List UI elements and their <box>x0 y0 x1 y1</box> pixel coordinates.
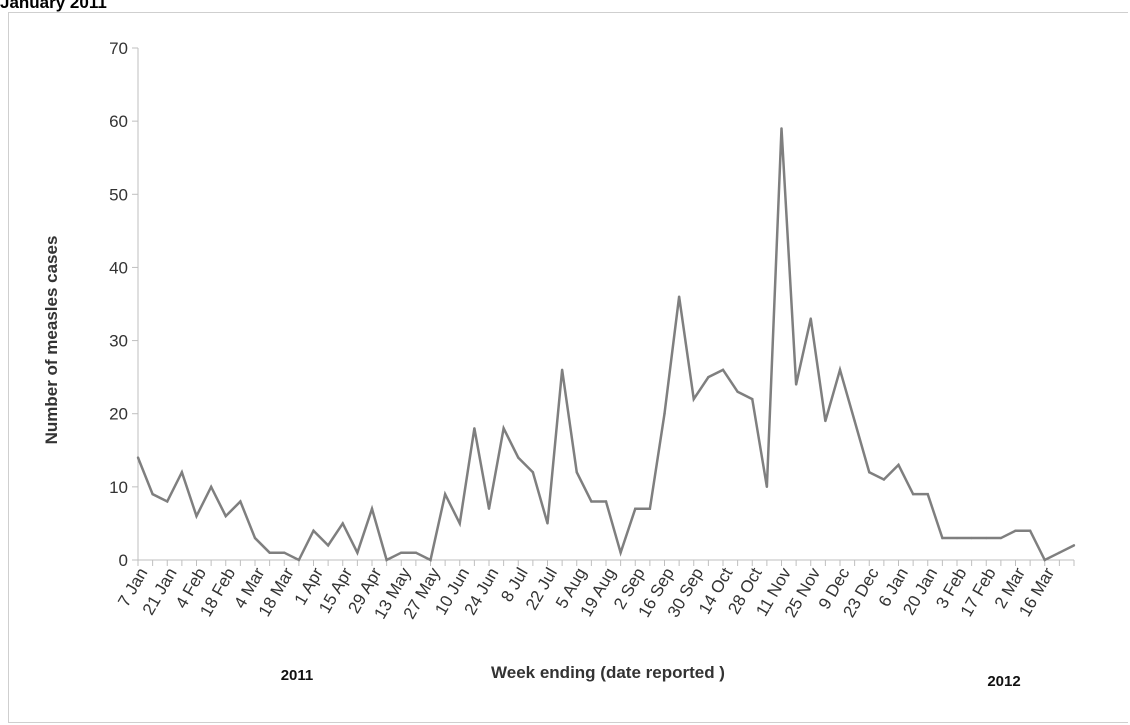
data-point <box>1043 558 1046 562</box>
data-point <box>634 507 637 510</box>
y-tick-label: 0 <box>119 551 128 570</box>
data-point <box>824 419 827 423</box>
data-point <box>1028 529 1032 532</box>
chart-frame <box>8 12 1128 723</box>
data-point <box>794 383 798 386</box>
data-point <box>1014 529 1017 532</box>
x-axis-label: Week ending (date reported ) <box>491 663 725 682</box>
year-label-2011: 2011 <box>281 667 314 684</box>
data-point <box>517 456 520 459</box>
data-point <box>429 558 432 562</box>
data-point <box>707 375 710 379</box>
data-point <box>926 492 929 496</box>
data-point <box>224 514 227 518</box>
data-point <box>721 368 725 372</box>
y-ticks: 0 10 20 30 40 50 60 70 <box>109 39 138 570</box>
data-point <box>663 412 666 415</box>
data-point <box>356 551 359 554</box>
data-point <box>970 536 973 540</box>
data-point <box>458 522 461 525</box>
data-point <box>195 514 198 518</box>
data-point <box>253 536 257 540</box>
data-point <box>604 500 608 503</box>
data-point <box>370 507 374 510</box>
y-tick-label: 10 <box>109 478 128 497</box>
data-point <box>838 368 842 372</box>
data-point <box>312 529 315 532</box>
data-point <box>853 419 856 423</box>
data-point <box>239 500 242 503</box>
y-tick-label: 50 <box>109 185 128 204</box>
data-point <box>400 551 403 554</box>
data-point <box>326 544 330 547</box>
data-point <box>1058 551 1061 554</box>
data-point <box>677 295 681 298</box>
page-title-fragment: January 2011 <box>0 0 107 12</box>
data-point <box>765 485 769 489</box>
data-point <box>546 522 549 525</box>
data-point <box>502 427 505 430</box>
y-axis-label: Number of measles cases <box>42 236 61 445</box>
y-tick-label: 70 <box>109 39 128 58</box>
y-tick-label: 30 <box>109 332 128 351</box>
data-point <box>897 463 900 467</box>
data-point <box>443 492 447 496</box>
data-point <box>590 500 593 503</box>
data-points <box>136 127 1076 562</box>
data-point <box>385 558 388 562</box>
data-point <box>911 492 915 496</box>
y-tick-label: 20 <box>109 405 128 424</box>
data-point <box>882 478 886 481</box>
data-point <box>531 471 535 474</box>
data-point <box>692 397 695 401</box>
data-point <box>341 522 344 525</box>
data-point <box>575 471 578 474</box>
data-point <box>297 558 301 562</box>
data-point <box>473 427 476 430</box>
data-point <box>283 551 286 554</box>
data-point <box>268 551 271 554</box>
data-point <box>136 456 140 459</box>
data-point <box>985 536 988 540</box>
data-point <box>166 500 169 503</box>
data-point <box>487 507 491 510</box>
data-point <box>414 551 418 554</box>
year-label-2012: 2012 <box>987 673 1020 690</box>
data-point <box>955 536 959 540</box>
data-point <box>151 492 154 496</box>
data-point <box>868 471 871 474</box>
data-point <box>180 471 184 474</box>
data-point <box>648 507 652 510</box>
data-point <box>209 485 213 489</box>
data-point <box>941 536 944 540</box>
axes <box>137 48 1074 561</box>
y-tick-label: 60 <box>109 112 128 131</box>
data-point <box>809 317 812 320</box>
data-point <box>619 551 622 554</box>
y-tick-label: 40 <box>109 258 128 277</box>
data-point <box>1072 544 1076 547</box>
data-point <box>736 390 739 393</box>
data-point <box>999 536 1003 540</box>
series-line <box>136 128 1075 562</box>
data-point <box>560 368 564 372</box>
data-point <box>751 397 754 401</box>
data-point <box>780 127 783 130</box>
